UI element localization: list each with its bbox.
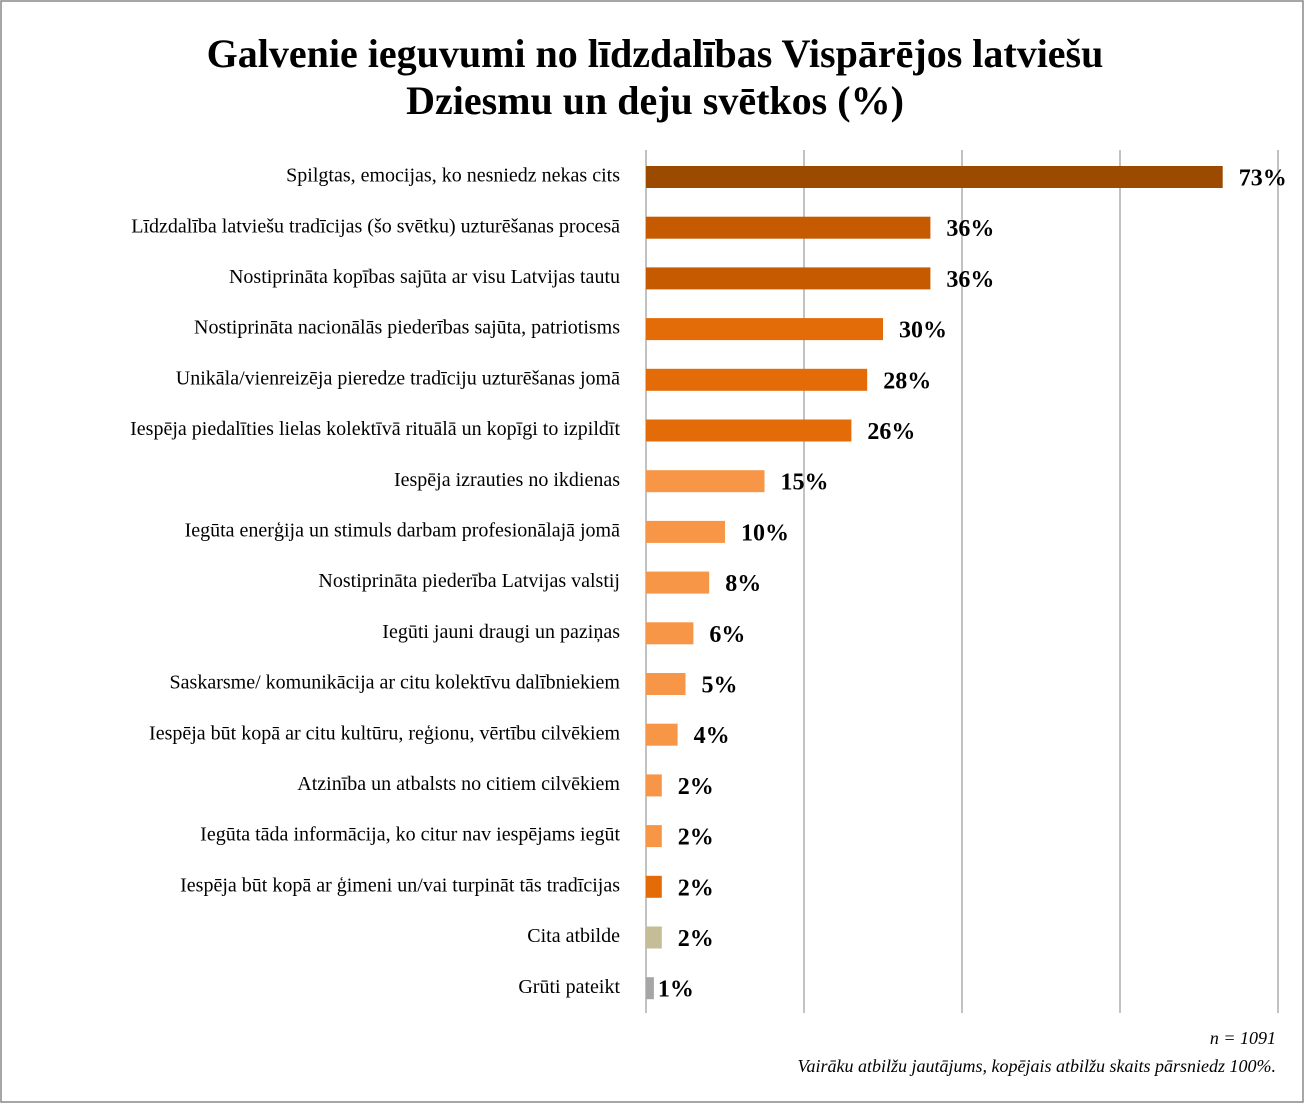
value-label: 15% — [781, 470, 829, 496]
y-tick-label: Grūti pateikt — [518, 976, 620, 998]
bar — [646, 216, 931, 239]
value-label: 6% — [709, 622, 745, 648]
value-label: 73% — [1239, 166, 1287, 192]
y-tick-label: Cita atbilde — [527, 925, 620, 947]
y-tick-label: Saskarsme/ komunikācija ar citu kolektīv… — [170, 672, 621, 694]
bar — [646, 470, 765, 493]
value-label: 2% — [678, 875, 714, 901]
value-label: 2% — [678, 825, 714, 851]
bar — [646, 673, 686, 695]
value-label: 36% — [946, 267, 994, 293]
value-label: 5% — [702, 673, 738, 699]
value-label: 2% — [678, 774, 714, 800]
y-tick-label: Nostiprināta nacionālās piederības sajūt… — [194, 317, 620, 339]
bar — [646, 977, 654, 1000]
y-tick-label: Iegūti jauni draugi un paziņas — [382, 621, 620, 643]
value-label: 28% — [883, 368, 931, 394]
y-tick-label: Iegūta enerģija un stimuls darbam profes… — [185, 519, 621, 541]
value-label: 2% — [678, 926, 714, 952]
value-label: 30% — [899, 318, 947, 344]
bar — [646, 723, 678, 746]
y-tick-label: Spilgtas, emocijas, ko nesniedz nekas ci… — [286, 165, 620, 187]
y-tick-label: Līdzdalība latviešu tradīcijas (šo svētk… — [131, 215, 620, 237]
value-label: 4% — [694, 723, 730, 749]
bar — [646, 520, 725, 543]
y-tick-label: Iespēja izrauties no ikdienas — [394, 469, 620, 491]
value-label: 1% — [658, 977, 694, 1003]
bar — [646, 368, 868, 391]
bar — [646, 571, 710, 594]
chart-title: Dziesmu un deju svētkos (%) — [406, 78, 904, 123]
note: Vairāku atbilžu jautājums, kopējais atbi… — [797, 1056, 1276, 1076]
y-tick-label: Atzinība un atbalsts no citiem cilvēkiem — [297, 773, 620, 795]
y-tick-label: Unikāla/vienreizēja pieredze tradīciju u… — [176, 367, 620, 389]
note: n = 1091 — [1210, 1028, 1276, 1048]
bar — [646, 267, 931, 290]
y-tick-label: Iespēja būt kopā ar citu kultūru, reģion… — [149, 722, 620, 744]
bar — [646, 825, 662, 848]
bar — [646, 318, 883, 341]
value-label: 36% — [946, 216, 994, 242]
bar — [646, 166, 1223, 188]
y-tick-label: Nostiprināta piederība Latvijas valstij — [318, 570, 620, 592]
y-tick-label: Nostiprināta kopības sajūta ar visu Latv… — [229, 266, 620, 288]
value-label: 26% — [867, 419, 915, 445]
y-tick-label: Iespēja piedalīties lielas kolektīvā rit… — [130, 418, 620, 440]
bar — [646, 419, 852, 442]
bar — [646, 622, 694, 645]
bar — [646, 875, 662, 898]
bar — [646, 926, 662, 949]
bar — [646, 774, 662, 797]
value-label: 10% — [741, 520, 789, 546]
value-label: 8% — [725, 571, 761, 597]
y-tick-label: Iespēja būt kopā ar ģimeni un/vai turpin… — [180, 874, 620, 896]
y-tick-label: Iegūta tāda informācija, ko citur nav ie… — [200, 824, 620, 846]
chart-title: Galvenie ieguvumi no līdzdalības Vispārē… — [207, 31, 1104, 76]
